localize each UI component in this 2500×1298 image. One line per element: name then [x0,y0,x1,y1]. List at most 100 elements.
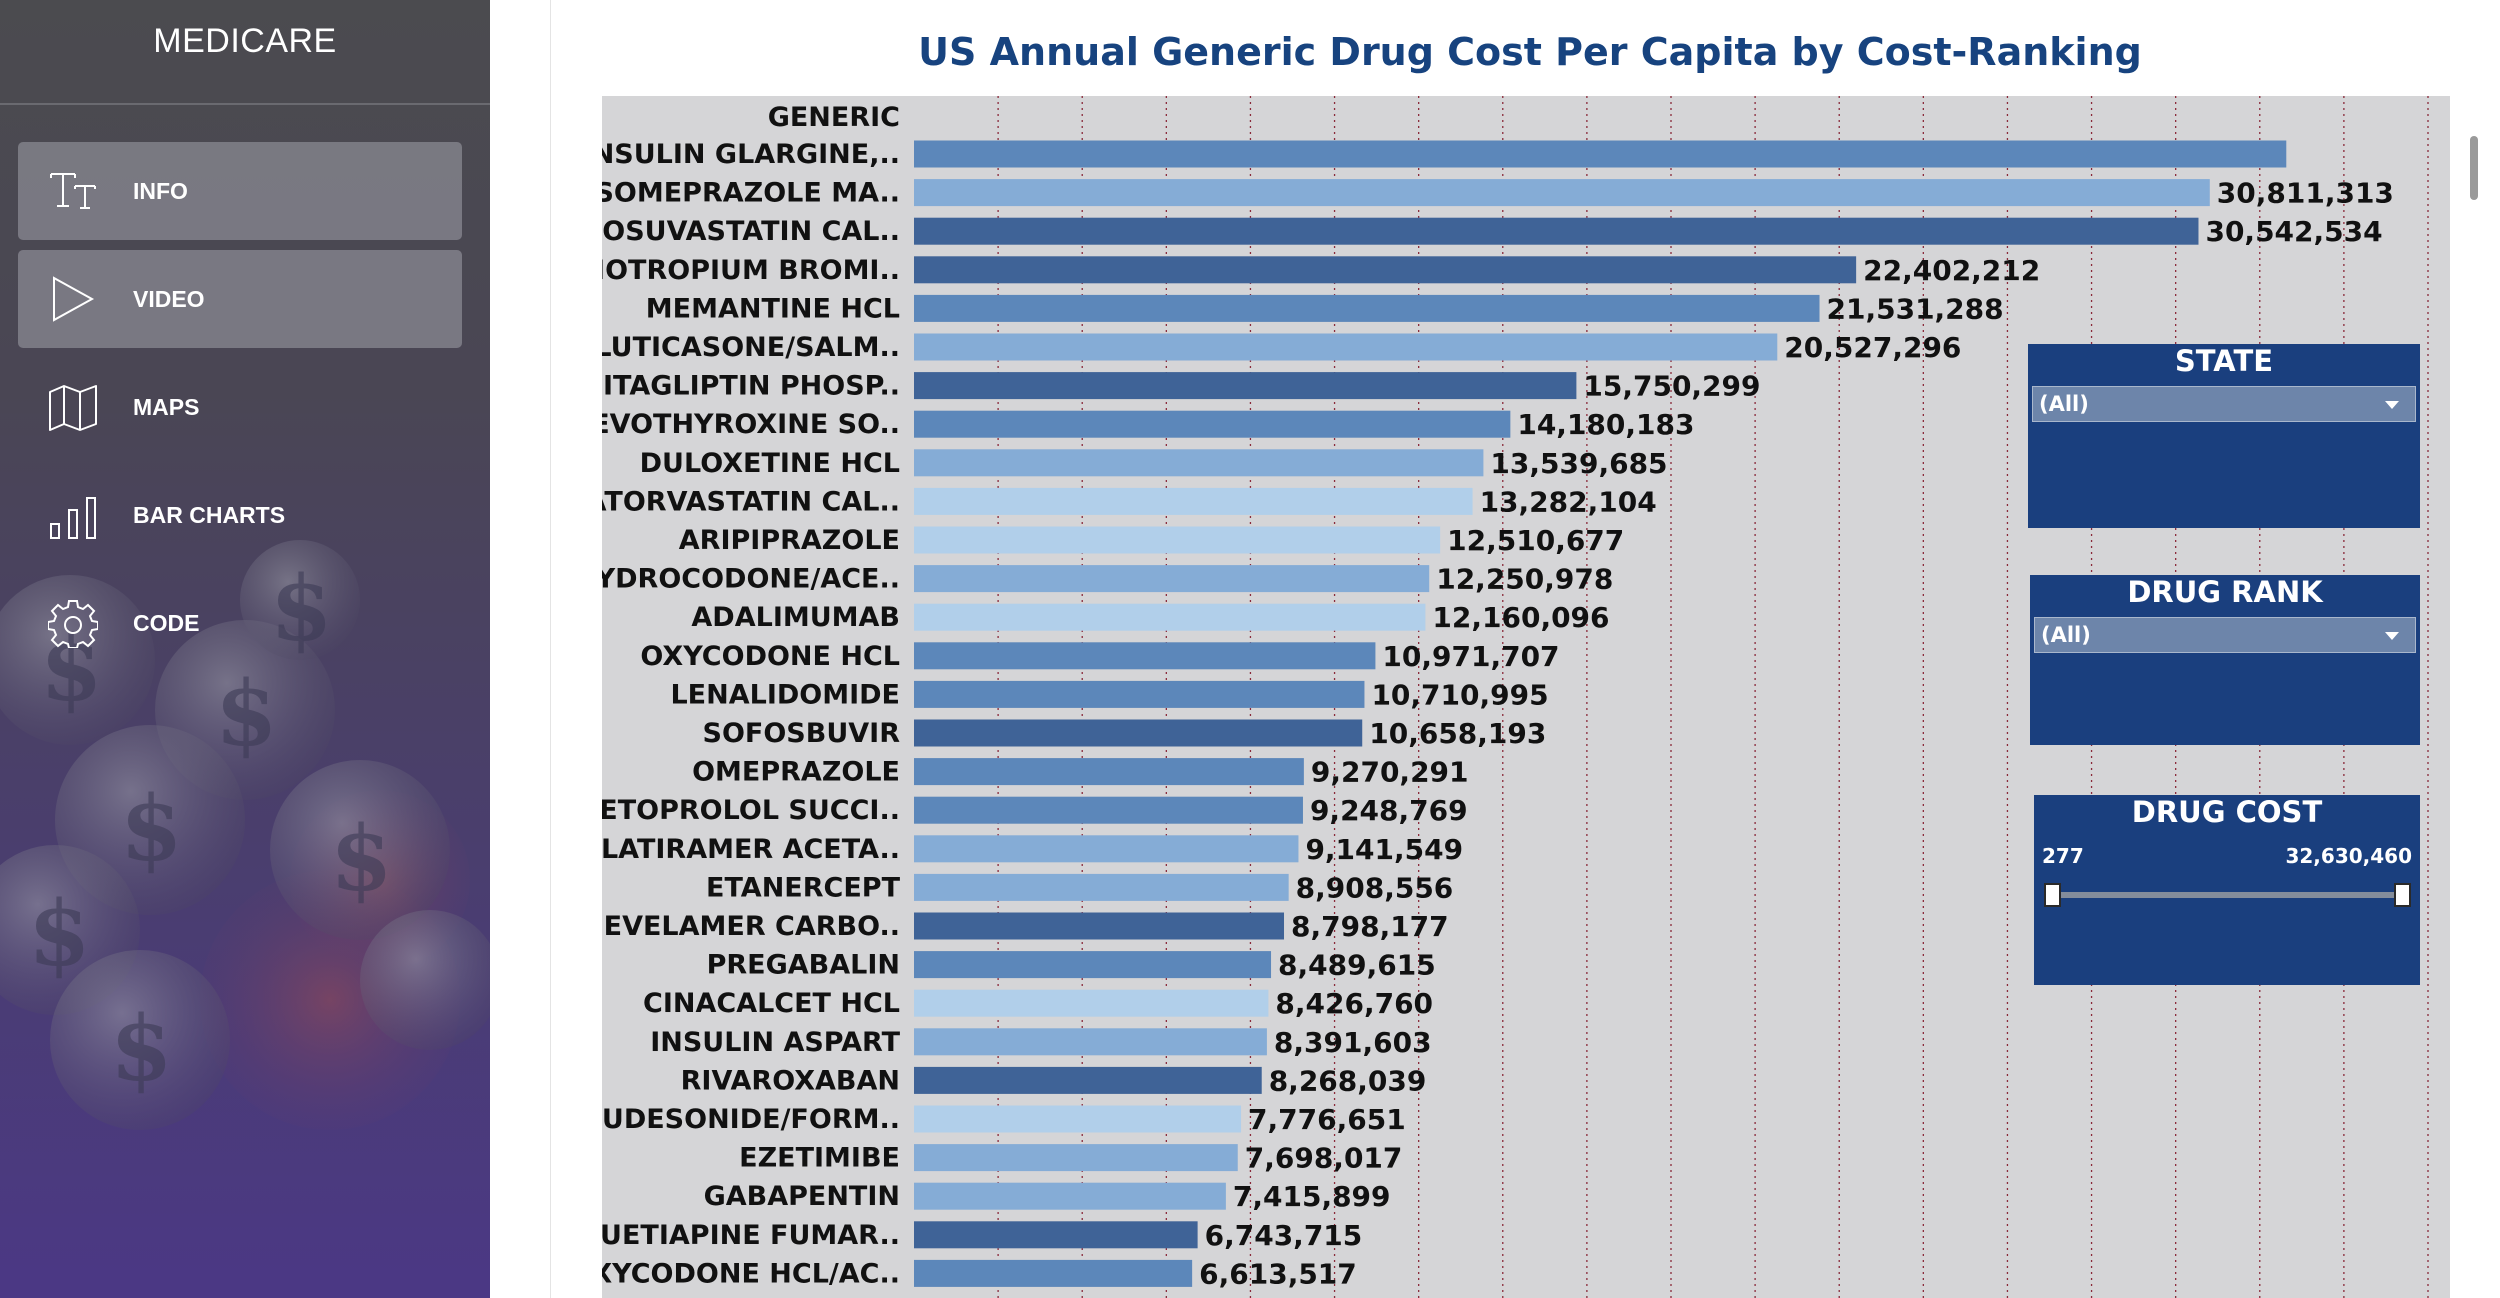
svg-text:$: $ [215,661,278,767]
value-label: 30,811,313 [2217,177,2394,210]
nav-item-video[interactable]: VIDEO [18,250,462,348]
state-select-value: (All) [2039,392,2089,416]
value-label: 13,282,104 [1480,485,1657,518]
drug-cost-filter-title: DRUG COST [2131,795,2323,829]
bar[interactable] [914,719,1363,747]
state-select[interactable]: (All) [2032,386,2416,422]
value-label: 30,542,534 [2205,215,2382,248]
svg-text:$: $ [28,881,91,987]
category-label: LENALIDOMIDE [670,679,900,710]
drug-cost-max-handle[interactable] [2394,883,2411,907]
nav-item-label: CODE [133,610,200,636]
value-label: 7,776,651 [1248,1103,1406,1136]
value-label: 12,250,978 [1436,563,1613,596]
bar[interactable] [914,989,1269,1017]
bar[interactable] [914,487,1473,515]
category-label: INSULIN ASPART [650,1027,900,1058]
category-label: ESOMEPRAZOLE MA.. [602,178,900,209]
value-label: 9,270,291 [1311,756,1469,789]
bar[interactable] [914,140,2287,168]
bar[interactable] [914,1066,1262,1094]
bar[interactable] [914,1259,1193,1287]
bar[interactable] [914,1105,1242,1133]
scrollbar-thumb[interactable] [2470,136,2478,200]
bar[interactable] [914,372,1577,400]
value-label: 7,415,899 [1233,1180,1391,1213]
bar[interactable] [914,179,2210,207]
map-icon [49,385,97,431]
sidebar-divider [0,103,490,105]
nav-item-label: VIDEO [133,286,205,312]
drug-cost-filter: DRUG COST 277 32,630,460 [2034,795,2420,985]
text-icon [50,173,96,209]
svg-text:$: $ [120,776,183,882]
category-label: RIVAROXABAN [681,1065,900,1096]
bar[interactable] [914,333,1778,361]
chart-title: US Annual Generic Drug Cost Per Capita b… [918,30,2142,74]
bar[interactable] [914,256,1857,284]
bar[interactable] [914,835,1299,863]
category-label: LEVOTHYROXINE SO.. [602,409,900,440]
value-label: 8,268,039 [1269,1064,1427,1097]
drug-rank-select-value: (All) [2041,623,2091,647]
bar[interactable] [914,873,1289,901]
bar[interactable] [914,1144,1238,1172]
bar[interactable] [914,449,1484,477]
scrollbar[interactable] [2460,96,2500,1298]
svg-text:$: $ [110,996,173,1102]
app-title: MEDICARE [153,22,337,60]
value-label: 10,710,995 [1371,678,1548,711]
bar[interactable] [914,526,1441,554]
nav-item-info[interactable]: INFO [18,142,462,240]
category-label: OXYCODONE HCL/AC.. [602,1258,900,1289]
category-label: SEVELAMER CARBO.. [602,911,900,942]
drug-cost-max-label: 32,630,460 [2285,844,2412,868]
value-label: 12,510,677 [1447,524,1624,557]
bar[interactable] [914,603,1426,631]
nav-item-maps[interactable]: MAPS [18,358,462,456]
category-label: ROSUVASTATIN CAL.. [602,216,900,247]
bar[interactable] [914,642,1376,670]
nav-item-label: INFO [133,178,188,204]
bar[interactable] [914,294,1820,322]
bar[interactable] [914,758,1304,786]
bar[interactable] [914,565,1430,593]
bar[interactable] [914,410,1511,438]
drug-cost-min-handle[interactable] [2044,883,2061,907]
category-label: FLUTICASONE/SALM.. [602,332,900,363]
bar[interactable] [914,1221,1198,1249]
bar[interactable] [914,680,1365,708]
value-label: 12,160,096 [1432,601,1609,634]
value-label: 10,658,193 [1369,717,1546,750]
state-filter-title: STATE [2174,344,2274,378]
bar[interactable] [914,951,1272,979]
drug-rank-select[interactable]: (All) [2034,617,2416,653]
sidebar: $ $ $ $ $ $ $ MEDICARE INFO VIDEO M [0,0,490,1298]
bar[interactable] [914,217,2199,245]
play-icon [53,276,95,322]
category-label: PREGABALIN [707,950,900,981]
bar[interactable] [914,912,1285,940]
chevron-down-icon [2385,401,2399,409]
nav-item-code[interactable]: CODE [18,574,462,672]
category-header: GENERIC [768,102,900,133]
nav-item-label: BAR CHARTS [133,502,286,528]
value-label: 8,489,615 [1278,949,1436,982]
bar[interactable] [914,1028,1267,1056]
bar-chart: GENERIC INSULIN GLARGINE,.. ESOMEPRAZOLE … [602,96,2429,1298]
bar[interactable] [914,1182,1226,1210]
bar[interactable] [914,796,1303,824]
value-label: 10,971,707 [1382,640,1559,673]
category-label: GLATIRAMER ACETA.. [602,834,900,865]
svg-text:$: $ [270,556,333,662]
value-label: 6,743,715 [1205,1219,1363,1252]
nav-item-label: MAPS [133,394,200,420]
category-label: QUETIAPINE FUMAR.. [602,1220,900,1251]
drug-cost-slider-track[interactable] [2052,892,2404,898]
value-label: 7,698,017 [1245,1142,1403,1175]
bar-chart-icon [50,497,96,539]
value-label: 8,798,177 [1291,910,1449,943]
category-label: ARIPIPRAZOLE [679,525,900,556]
category-label: INSULIN GLARGINE,.. [602,139,900,170]
nav-item-bar-charts[interactable]: BAR CHARTS [18,466,462,564]
